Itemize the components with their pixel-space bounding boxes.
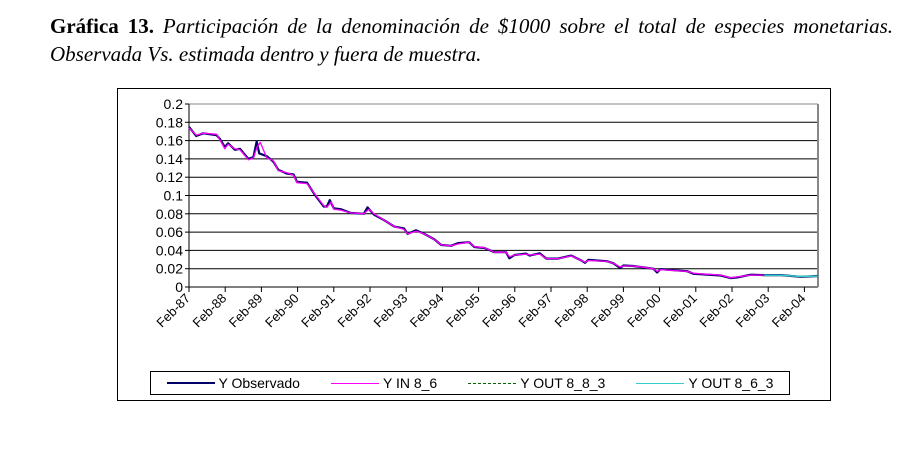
legend-swatch: [636, 382, 685, 384]
y-tick-label: 0.04: [156, 242, 183, 258]
series-line-y-in-8-6: [188, 127, 765, 279]
x-tick-label: Feb-94: [407, 291, 447, 331]
legend-swatch: [166, 382, 215, 384]
x-tick-label: Feb-97: [515, 291, 555, 331]
x-tick-label: Feb-92: [334, 291, 374, 331]
chart-frame: [117, 88, 831, 401]
y-tick-label: 0.08: [156, 206, 183, 222]
y-tick-label: 0.02: [156, 261, 183, 277]
x-tick-label: Feb-98: [552, 291, 592, 331]
x-tick-label: Feb-04: [769, 291, 809, 331]
y-tick-label: 0.18: [156, 114, 183, 130]
caption-text: Participación de la denominación de $100…: [50, 14, 894, 66]
legend-swatch: [330, 382, 379, 384]
legend-swatch: [468, 382, 517, 384]
x-tick-label: Feb-03: [733, 291, 773, 331]
x-tick-label: Feb-96: [479, 291, 519, 331]
x-tick-label: Feb-95: [443, 291, 483, 331]
caption-label: Gráfica 13.: [50, 14, 154, 38]
figure-caption: Gráfica 13. Participación de la denomina…: [50, 12, 893, 68]
y-tick-label: 0: [175, 279, 183, 295]
legend-label: Y OUT 8_8_3: [520, 375, 606, 391]
x-tick-label: Feb-93: [371, 291, 411, 331]
x-tick-label: Feb-89: [226, 291, 266, 331]
y-tick-label: 0.14: [156, 151, 183, 167]
x-tick-label: Feb-99: [588, 291, 628, 331]
x-tick-label: Feb-91: [298, 291, 338, 331]
series-line-y-out-8-6-3: [764, 274, 818, 278]
x-tick-label: Feb-01: [660, 291, 700, 331]
x-tick-label: Feb-00: [624, 291, 664, 331]
x-tick-label: Feb-88: [190, 291, 230, 331]
y-tick-label: 0.1: [164, 188, 184, 204]
legend-label: Y IN 8_6: [382, 375, 438, 391]
y-tick-label: 0.12: [156, 169, 183, 185]
legend-item-in-8-6: Y IN 8_6: [330, 375, 438, 391]
legend: Y Observado Y IN 8_6 Y OUT 8_8_3 Y OUT 8…: [150, 371, 790, 395]
x-tick-label: Feb-87: [153, 291, 193, 331]
legend-item-out-8-8-3: Y OUT 8_8_3: [468, 375, 605, 391]
legend-item-out-8-6-3: Y OUT 8_6_3: [636, 375, 773, 391]
x-tick-label: Feb-02: [696, 291, 736, 331]
y-tick-label: 0.2: [164, 96, 184, 112]
x-tick-label: Feb-90: [262, 291, 302, 331]
legend-label: Y OUT 8_6_3: [688, 375, 774, 391]
y-tick-label: 0.06: [156, 224, 183, 240]
legend-label: Y Observado: [218, 375, 300, 391]
series-line-y-observado: [188, 126, 818, 280]
y-tick-label: 0.16: [156, 133, 183, 149]
legend-item-observado: Y Observado: [166, 375, 300, 391]
